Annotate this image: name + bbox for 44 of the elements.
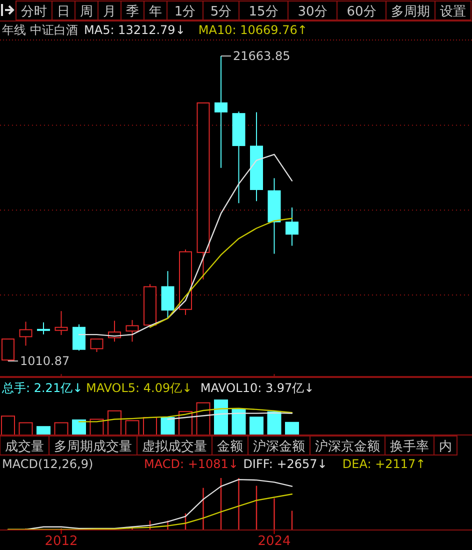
annotation: 21663.85 bbox=[233, 49, 290, 63]
chart-title: MACD(12,26,9) bbox=[2, 457, 94, 471]
text: DEA: +2117↑ bbox=[342, 457, 426, 471]
chart-title: 年线 中证白酒 bbox=[2, 23, 78, 37]
bar bbox=[36, 426, 50, 436]
text: 月 bbox=[103, 4, 116, 20]
x-tick-label: 2012 bbox=[44, 534, 78, 549]
text: 30分 bbox=[298, 4, 328, 20]
bar bbox=[267, 411, 282, 436]
series-label: 总手: 2.21亿↓ bbox=[1, 381, 83, 395]
x-tick-label: 2024 bbox=[258, 534, 291, 549]
text: 设置 bbox=[440, 4, 466, 20]
text: 周 bbox=[80, 4, 93, 20]
text: 换手率 bbox=[390, 438, 429, 454]
text: MA5: 13212.79↓ bbox=[84, 23, 186, 37]
bar bbox=[160, 417, 175, 436]
text: 沪深金额 bbox=[253, 438, 305, 454]
candlestick bbox=[250, 112, 263, 202]
text: 成交量 bbox=[5, 438, 44, 454]
series-label: MAVOL10: 3.97亿↓ bbox=[200, 381, 314, 395]
text: 年 bbox=[149, 4, 162, 20]
bar bbox=[250, 416, 264, 436]
series-label: MAVOL5: 4.09亿↓ bbox=[86, 381, 192, 395]
text: MA10: 10669.76↑ bbox=[198, 23, 308, 37]
candlestick bbox=[19, 321, 32, 346]
text: 60分 bbox=[346, 4, 376, 20]
bar bbox=[285, 422, 299, 436]
text: 季 bbox=[126, 4, 139, 20]
series-label: MACD: +1081↓ bbox=[144, 457, 238, 471]
series-label: DIFF: +2657↓ bbox=[243, 457, 328, 471]
text: 1分 bbox=[174, 4, 196, 20]
text: 内 bbox=[439, 440, 452, 454]
text: 日 bbox=[57, 4, 70, 20]
candlestick bbox=[268, 178, 281, 254]
text: 多周期 bbox=[391, 4, 430, 20]
text: 多周期成交量 bbox=[54, 438, 132, 454]
text: 分时 bbox=[21, 4, 47, 20]
text: 金额 bbox=[217, 440, 243, 454]
text: 沪深京金额 bbox=[315, 438, 380, 454]
annotation: 1010.87 bbox=[20, 354, 70, 368]
text: 15分 bbox=[248, 4, 278, 20]
text: 5分 bbox=[210, 4, 232, 20]
candlestick bbox=[286, 206, 298, 246]
text: 虚拟成交量 bbox=[142, 438, 207, 454]
